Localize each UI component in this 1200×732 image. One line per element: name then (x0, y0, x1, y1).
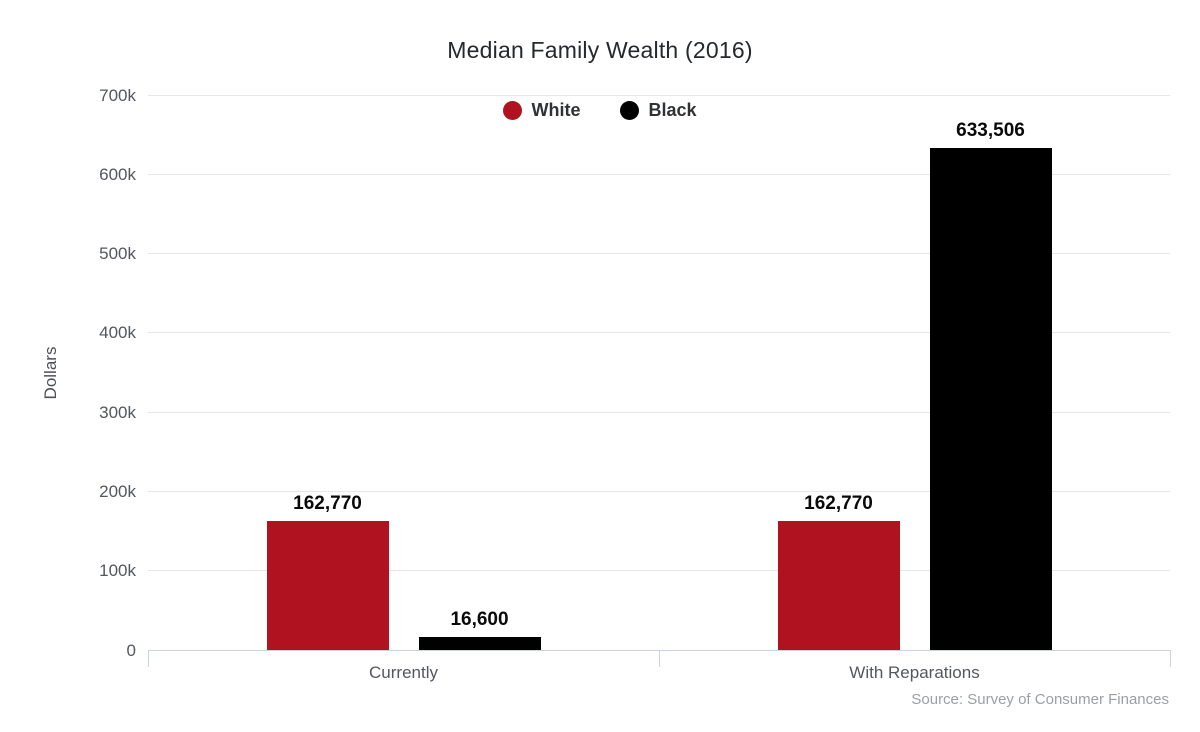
bar-white-1 (777, 520, 900, 650)
x-axis-tick (148, 650, 149, 667)
bar-black-1 (929, 147, 1052, 650)
x-category-label: With Reparations (849, 663, 980, 682)
y-tick-label: 600k (99, 164, 136, 184)
gridline (148, 253, 1170, 255)
bar-value-label: 633,506 (956, 119, 1025, 141)
y-tick-label: 100k (99, 561, 136, 581)
source-credit: Source: Survey of Consumer Finances (911, 691, 1169, 708)
x-category-label: Currently (369, 663, 438, 682)
gridline (148, 332, 1170, 334)
x-axis-tick (659, 650, 660, 667)
legend-marker-icon (503, 101, 523, 120)
y-tick-label: 400k (99, 323, 136, 343)
legend-marker-icon (620, 101, 640, 120)
gridline (148, 570, 1170, 572)
bar-black-0 (418, 636, 541, 650)
gridline (148, 94, 1170, 96)
bar-white-0 (266, 520, 389, 650)
y-tick-label: 0 (126, 640, 136, 660)
bar-value-label: 162,770 (804, 492, 873, 514)
bar-value-label: 162,770 (293, 492, 362, 514)
legend-label: White (531, 100, 581, 120)
y-tick-label: 300k (99, 402, 136, 422)
y-tick-label: 200k (99, 481, 136, 501)
legend: White Black (0, 100, 1200, 121)
gridline (148, 173, 1170, 175)
gridline (148, 411, 1170, 413)
y-tick-label: 700k (99, 85, 136, 105)
y-axis-title: Dollars (41, 346, 60, 400)
gridline (148, 490, 1170, 492)
y-tick-label: 500k (99, 244, 136, 264)
x-axis-tick (1170, 650, 1171, 667)
legend-item-black[interactable]: Black (620, 100, 697, 121)
bar-value-label: 16,600 (450, 608, 509, 630)
chart-title: Median Family Wealth (2016) (447, 37, 753, 63)
legend-item-white[interactable]: White (503, 100, 580, 121)
legend-label: Black (648, 100, 697, 120)
